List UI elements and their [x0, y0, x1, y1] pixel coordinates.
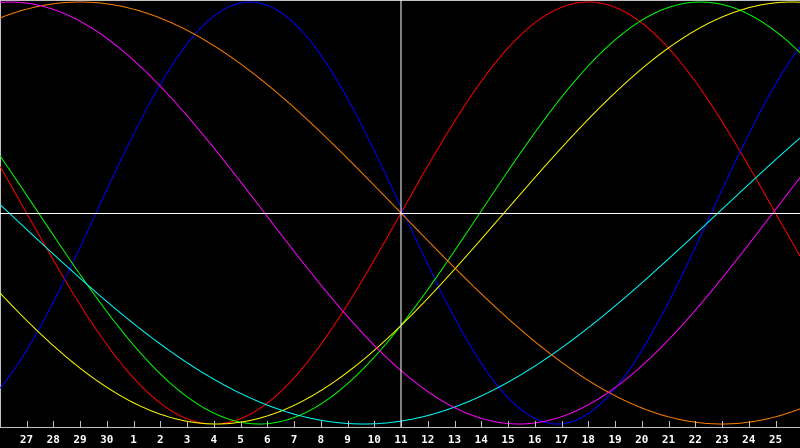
x-tick-label: 14 [475, 433, 489, 446]
x-tick-label: 4 [210, 433, 217, 446]
x-tick-label: 18 [582, 433, 595, 446]
x-tick-label: 2 [157, 433, 164, 446]
x-tick-label: 24 [742, 433, 756, 446]
x-tick-label: 23 [715, 433, 728, 446]
x-tick-label: 3 [184, 433, 191, 446]
x-tick-label: 22 [689, 433, 702, 446]
x-tick-label: 28 [47, 433, 60, 446]
x-tick-label: 7 [291, 433, 298, 446]
x-tick-label: 19 [608, 433, 621, 446]
x-tick-label: 10 [368, 433, 381, 446]
x-tick-label: 27 [20, 433, 33, 446]
x-tick-label: 15 [501, 433, 514, 446]
x-tick-label: 13 [448, 433, 461, 446]
x-tick-label: 12 [421, 433, 434, 446]
series-line-5 [0, 1, 800, 425]
series-line-1 [0, 1, 800, 425]
x-tick-label: 21 [662, 433, 676, 446]
x-tick-label: 25 [769, 433, 782, 446]
x-tick-label: 6 [264, 433, 271, 446]
x-tick-label: 17 [555, 433, 568, 446]
x-tick-label: 29 [73, 433, 86, 446]
x-tick-label: 5 [237, 433, 244, 446]
x-tick-label: 1 [130, 433, 137, 446]
x-tick-label: 9 [344, 433, 351, 446]
series-line-3 [0, 1, 800, 425]
series-line-0 [0, 1, 800, 425]
x-tick-label: 30 [100, 433, 113, 446]
x-tick-label: 11 [394, 433, 408, 446]
x-tick-label: 16 [528, 433, 542, 446]
x-tick-label: 20 [635, 433, 648, 446]
series-line-6 [0, 1, 800, 425]
x-tick-label: 8 [317, 433, 324, 446]
series-line-4 [0, 137, 800, 425]
